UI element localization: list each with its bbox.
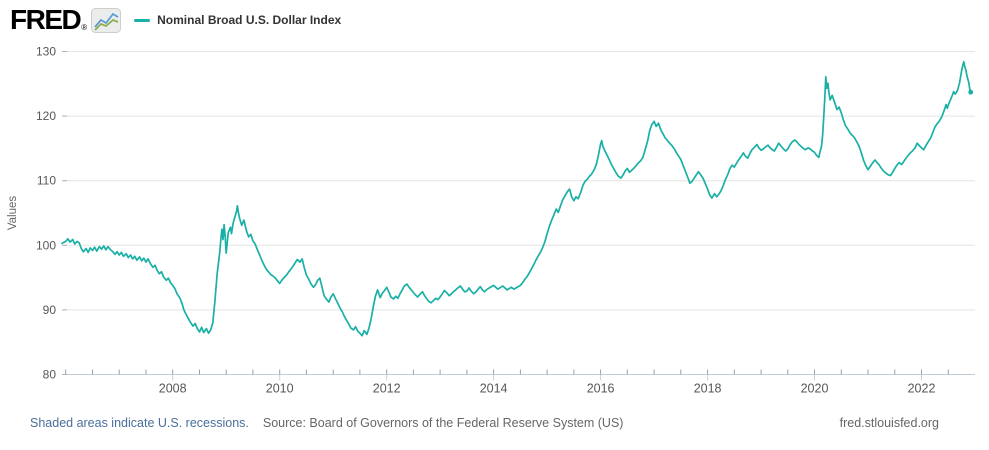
svg-text:110: 110 <box>37 174 56 188</box>
svg-text:2016: 2016 <box>587 382 615 396</box>
plot-area[interactable]: 80 90 100 110 120 130 2008 2010 2012 2014 2016 2018… <box>0 0 989 415</box>
y-gridlines <box>62 51 975 375</box>
chart-legend: Nominal Broad U.S. Dollar Index <box>134 13 341 27</box>
svg-text:2018: 2018 <box>694 382 722 396</box>
mini-line-chart-icon <box>91 7 122 33</box>
svg-text:2008: 2008 <box>159 382 187 396</box>
recessions-note-link[interactable]: Shaded areas indicate U.S. recessions. <box>30 416 249 430</box>
svg-text:130: 130 <box>36 45 56 59</box>
svg-text:80: 80 <box>43 368 57 382</box>
legend-line-swatch <box>134 18 151 22</box>
svg-text:120: 120 <box>36 109 56 123</box>
legend-series-label: Nominal Broad U.S. Dollar Index <box>157 13 342 27</box>
svg-text:2022: 2022 <box>908 382 936 396</box>
y-axis-title: Values <box>7 196 19 231</box>
series-line[interactable] <box>61 60 972 337</box>
chart-header: FRED ® Nominal Broad U.S. Dollar Index <box>0 0 989 40</box>
source-attribution-text: Source: Board of Governors of the Federa… <box>262 416 624 430</box>
fred-url-text: fred.stlouisfed.org <box>839 416 939 430</box>
svg-text:2012: 2012 <box>373 382 401 396</box>
last-observation-dot[interactable] <box>968 89 974 95</box>
x-axis-labels: 2008 2010 2012 2014 2016 2018 2020 2022 <box>159 374 936 396</box>
y-axis-labels: 80 90 100 110 120 130 <box>36 45 56 382</box>
svg-text:90: 90 <box>43 303 57 317</box>
svg-text:2020: 2020 <box>801 382 829 396</box>
svg-text:2010: 2010 <box>266 382 294 396</box>
fred-logo[interactable]: FRED ® <box>10 4 122 35</box>
svg-text:2014: 2014 <box>480 382 508 396</box>
svg-text:100: 100 <box>36 238 56 252</box>
dollar-index-chart[interactable]: 80 90 100 110 120 130 2008 2010 2012 2014 2016 2018… <box>0 0 989 410</box>
chart-footer: Shaded areas indicate U.S. recessions. S… <box>30 416 939 430</box>
registered-trademark-icon: ® <box>81 23 88 32</box>
x-minor-ticks <box>65 369 949 375</box>
fred-logo-text: FRED <box>10 4 82 35</box>
